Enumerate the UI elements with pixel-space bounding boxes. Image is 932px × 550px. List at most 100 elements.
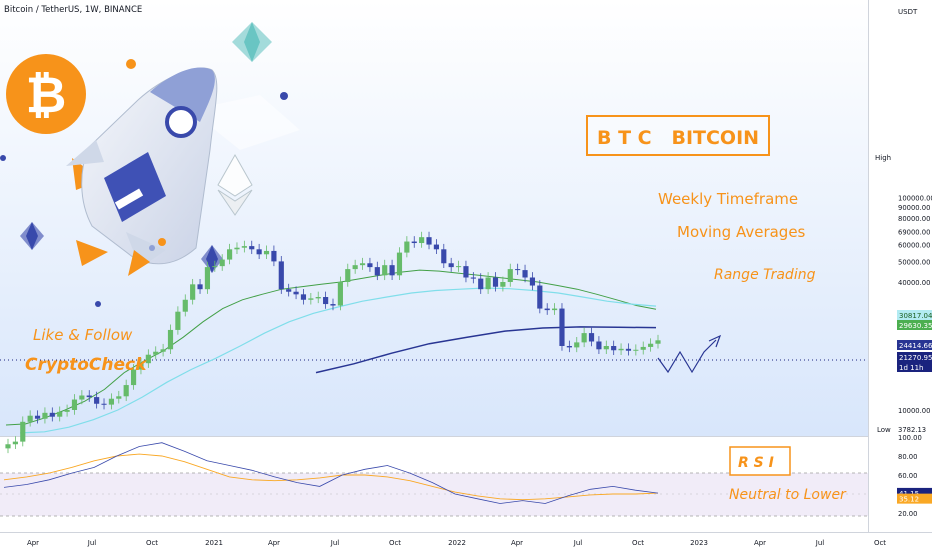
candle-body: [108, 398, 114, 405]
price-badge: [897, 310, 932, 320]
candle-body: [138, 363, 144, 370]
like-follow-text: Like & Follow: [33, 326, 133, 344]
time-tick-label: Oct: [146, 539, 158, 547]
candle-body: [611, 346, 617, 351]
projection-path: [657, 339, 717, 374]
candle-body: [596, 341, 602, 350]
candle-body: [227, 249, 233, 260]
price-badge-label: 1d 11h: [899, 364, 923, 372]
rsi-line: [3, 442, 659, 504]
candle-body: [271, 250, 277, 262]
candle-body: [588, 333, 595, 342]
candle-body: [463, 266, 469, 278]
candle-body: [500, 282, 506, 287]
price-badge: [897, 352, 932, 362]
candle-body: [101, 403, 107, 405]
price-tick-label: 60000.00: [898, 242, 930, 250]
time-tick-label: Apr: [511, 539, 523, 547]
candle-body: [293, 291, 299, 295]
candle-body: [71, 399, 78, 410]
candle-body: [315, 297, 321, 299]
candle-body: [485, 277, 491, 290]
candle-body: [478, 278, 484, 290]
weekly-timeframe-text: Weekly Timeframe: [658, 190, 798, 208]
candle-body: [212, 266, 218, 268]
projection-arrowhead: [708, 334, 722, 348]
candle-body: [86, 395, 92, 398]
candle-body: [507, 269, 513, 282]
rsi-box-text: R S I: [738, 455, 774, 471]
candle-body: [249, 246, 255, 250]
candle-body: [330, 304, 336, 306]
candle-body: [411, 241, 417, 244]
rsi-band: [0, 473, 868, 516]
candle-body: [544, 308, 550, 311]
time-tick-label: Jul: [330, 539, 340, 547]
candle-body: [655, 340, 661, 344]
candle-body: [455, 266, 462, 268]
title-box-text: B T C BITCOIN: [597, 127, 759, 149]
price-badge-label: 30817.04: [899, 312, 932, 320]
rsi-lines: [3, 442, 659, 504]
candle-body: [278, 261, 284, 290]
candle-body: [529, 277, 536, 286]
candle-body: [492, 277, 499, 287]
rsi-tick-label: 100.00: [898, 434, 922, 442]
candle-body: [190, 284, 196, 300]
candle-body: [197, 284, 203, 290]
candle-body: [337, 282, 343, 306]
candle-body: [57, 411, 63, 417]
ethereum-icon: [217, 153, 253, 216]
price-badge-label: 29630.35: [899, 322, 932, 330]
price-badge: [897, 340, 932, 350]
candle-body: [633, 349, 639, 351]
candle-body: [256, 249, 262, 255]
candle-body: [382, 265, 388, 276]
candle-body: [419, 237, 425, 244]
rsi-tick-label: 20.00: [898, 510, 917, 518]
price-badge-label: 21270.95: [899, 354, 932, 362]
candle-body: [359, 263, 366, 266]
rsi-box: [729, 446, 791, 476]
rsi-badge: [897, 487, 932, 498]
candle-body: [552, 308, 558, 311]
time-axis[interactable]: [0, 533, 932, 550]
candle-body: [389, 265, 395, 276]
candle-body: [42, 412, 48, 419]
projection-arrow: [657, 334, 722, 374]
price-axis[interactable]: [869, 0, 932, 532]
candle-body: [27, 415, 33, 422]
candle-body: [308, 298, 314, 300]
high-label: High: [875, 154, 891, 162]
candle-body: [581, 333, 587, 343]
candle-body: [470, 277, 476, 279]
time-tick-label: Oct: [389, 539, 401, 547]
candle-body: [286, 289, 292, 292]
price-tick-label: 40000.00: [898, 279, 930, 287]
candle-body: [618, 348, 624, 351]
candle-body: [219, 259, 225, 267]
candle-body: [522, 270, 528, 278]
candle-body: [263, 250, 270, 255]
rsi-tick-label: 80.00: [898, 453, 917, 461]
candle-body: [241, 246, 247, 248]
candle-body: [574, 342, 580, 348]
candle-body: [123, 385, 129, 397]
time-tick-label: Jul: [87, 539, 97, 547]
candle-body: [559, 308, 565, 346]
time-tick-label: Oct: [632, 539, 644, 547]
candle-body: [160, 349, 166, 352]
candle-body: [20, 421, 26, 442]
candle-body: [153, 351, 159, 355]
price-badges: 30817.04 29630.35 24414.66 21270.95 1d 11h: [897, 310, 932, 372]
candles: [5, 231, 661, 454]
price-ticks: 100000.00 90000.00 80000.00 69000.00 60000.0…: [898, 194, 932, 434]
candle-body: [182, 299, 188, 312]
moving-averages: [5, 269, 657, 434]
candle-body: [625, 348, 632, 351]
candle-body: [130, 369, 137, 386]
candle-body: [352, 265, 358, 270]
candle-body: [648, 343, 654, 347]
price-tick-label: 3782.13: [898, 426, 926, 434]
